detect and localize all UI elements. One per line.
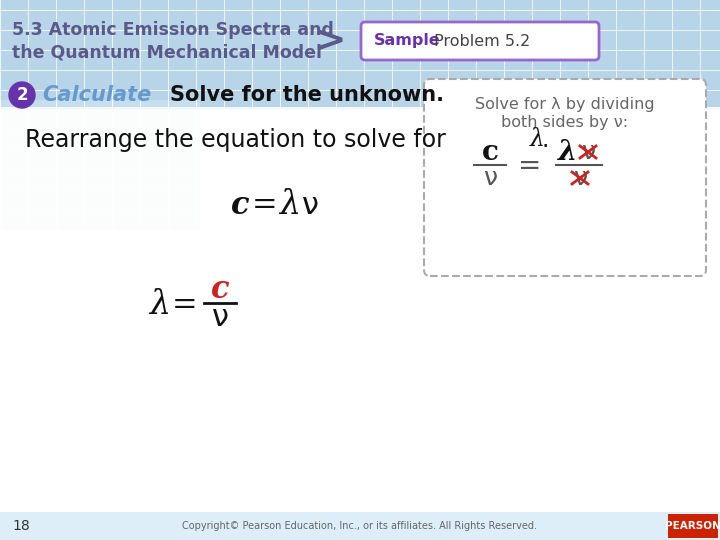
Text: 18: 18 xyxy=(12,519,30,533)
Text: >: > xyxy=(315,24,345,58)
Text: ν: ν xyxy=(483,166,497,190)
Text: ν: ν xyxy=(212,303,228,333)
Text: Sample: Sample xyxy=(374,33,441,49)
Text: =: = xyxy=(252,190,278,220)
FancyBboxPatch shape xyxy=(0,107,720,512)
Circle shape xyxy=(9,82,35,108)
Text: λ: λ xyxy=(558,138,577,165)
Text: Solve for the unknown.: Solve for the unknown. xyxy=(170,85,444,105)
Text: both sides by ν:: both sides by ν: xyxy=(501,114,629,130)
FancyBboxPatch shape xyxy=(361,22,599,60)
FancyBboxPatch shape xyxy=(0,100,200,230)
Text: c: c xyxy=(230,190,249,220)
FancyBboxPatch shape xyxy=(0,512,720,540)
FancyBboxPatch shape xyxy=(424,79,706,276)
Text: λ: λ xyxy=(150,289,171,321)
Text: Copyright© Pearson Education, Inc., or its affiliates. All Rights Reserved.: Copyright© Pearson Education, Inc., or i… xyxy=(182,521,538,531)
Text: 5.3 Atomic Emission Spectra and: 5.3 Atomic Emission Spectra and xyxy=(12,21,334,39)
Text: Problem 5.2: Problem 5.2 xyxy=(434,33,530,49)
Text: Rearrange the equation to solve for: Rearrange the equation to solve for xyxy=(25,128,454,152)
Text: PEARSON: PEARSON xyxy=(665,521,720,531)
Text: c: c xyxy=(211,274,229,306)
Text: ν: ν xyxy=(302,191,318,219)
Text: c: c xyxy=(482,138,498,165)
FancyBboxPatch shape xyxy=(0,0,720,110)
Text: =: = xyxy=(172,289,198,321)
Text: 2: 2 xyxy=(16,86,28,104)
Text: Calculate: Calculate xyxy=(42,85,151,105)
Text: λ: λ xyxy=(530,129,545,152)
Text: ν: ν xyxy=(581,140,595,164)
Text: the Quantum Mechanical Model: the Quantum Mechanical Model xyxy=(12,43,322,61)
Text: ν: ν xyxy=(573,166,587,190)
Text: =: = xyxy=(518,152,541,180)
FancyBboxPatch shape xyxy=(668,514,718,538)
Text: Solve for λ by dividing: Solve for λ by dividing xyxy=(475,98,654,112)
Text: .: . xyxy=(542,128,549,152)
Text: λ: λ xyxy=(279,189,300,221)
